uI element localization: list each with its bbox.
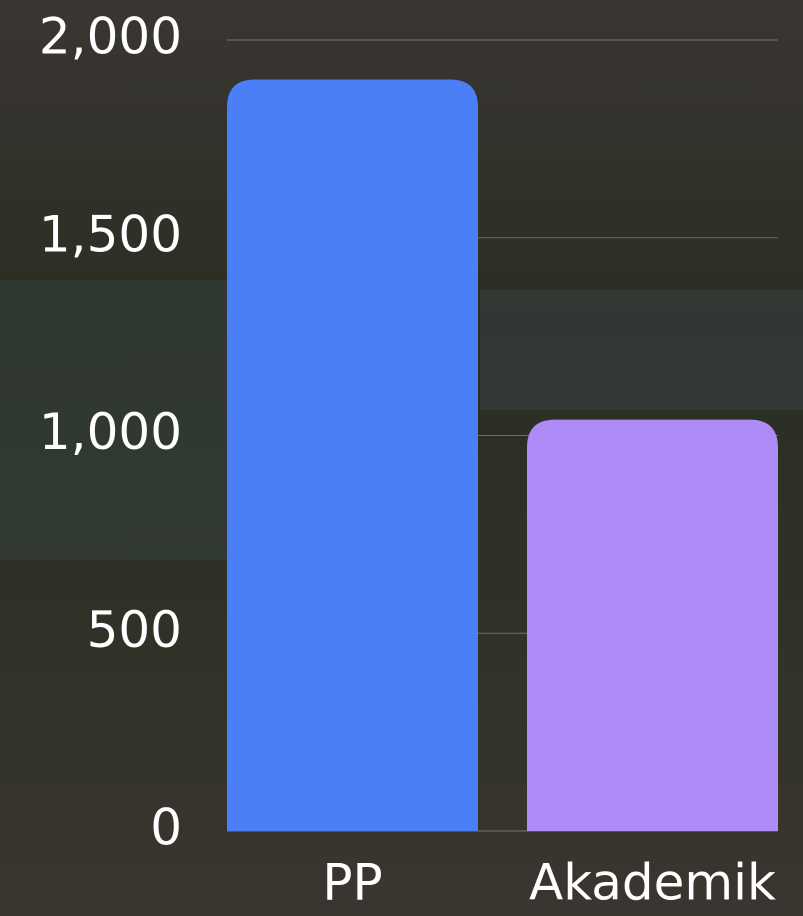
page: {"chart_data": {"type": "bar", "categori…	[0, 0, 803, 916]
y-tick-label: 0	[150, 799, 182, 857]
bar	[527, 420, 778, 831]
x-tick-label: Akademik	[529, 854, 776, 912]
chart: 0 500 1,000 1,500 2,000 PP Akademik	[0, 0, 803, 916]
y-tick-label: 2,000	[39, 8, 182, 66]
bar	[227, 80, 478, 831]
y-tick-label: 1,000	[39, 403, 182, 461]
x-tick-label: PP	[322, 854, 382, 912]
y-tick-label: 500	[87, 601, 182, 659]
background-shade	[480, 290, 803, 410]
y-tick-label: 1,500	[39, 205, 182, 263]
